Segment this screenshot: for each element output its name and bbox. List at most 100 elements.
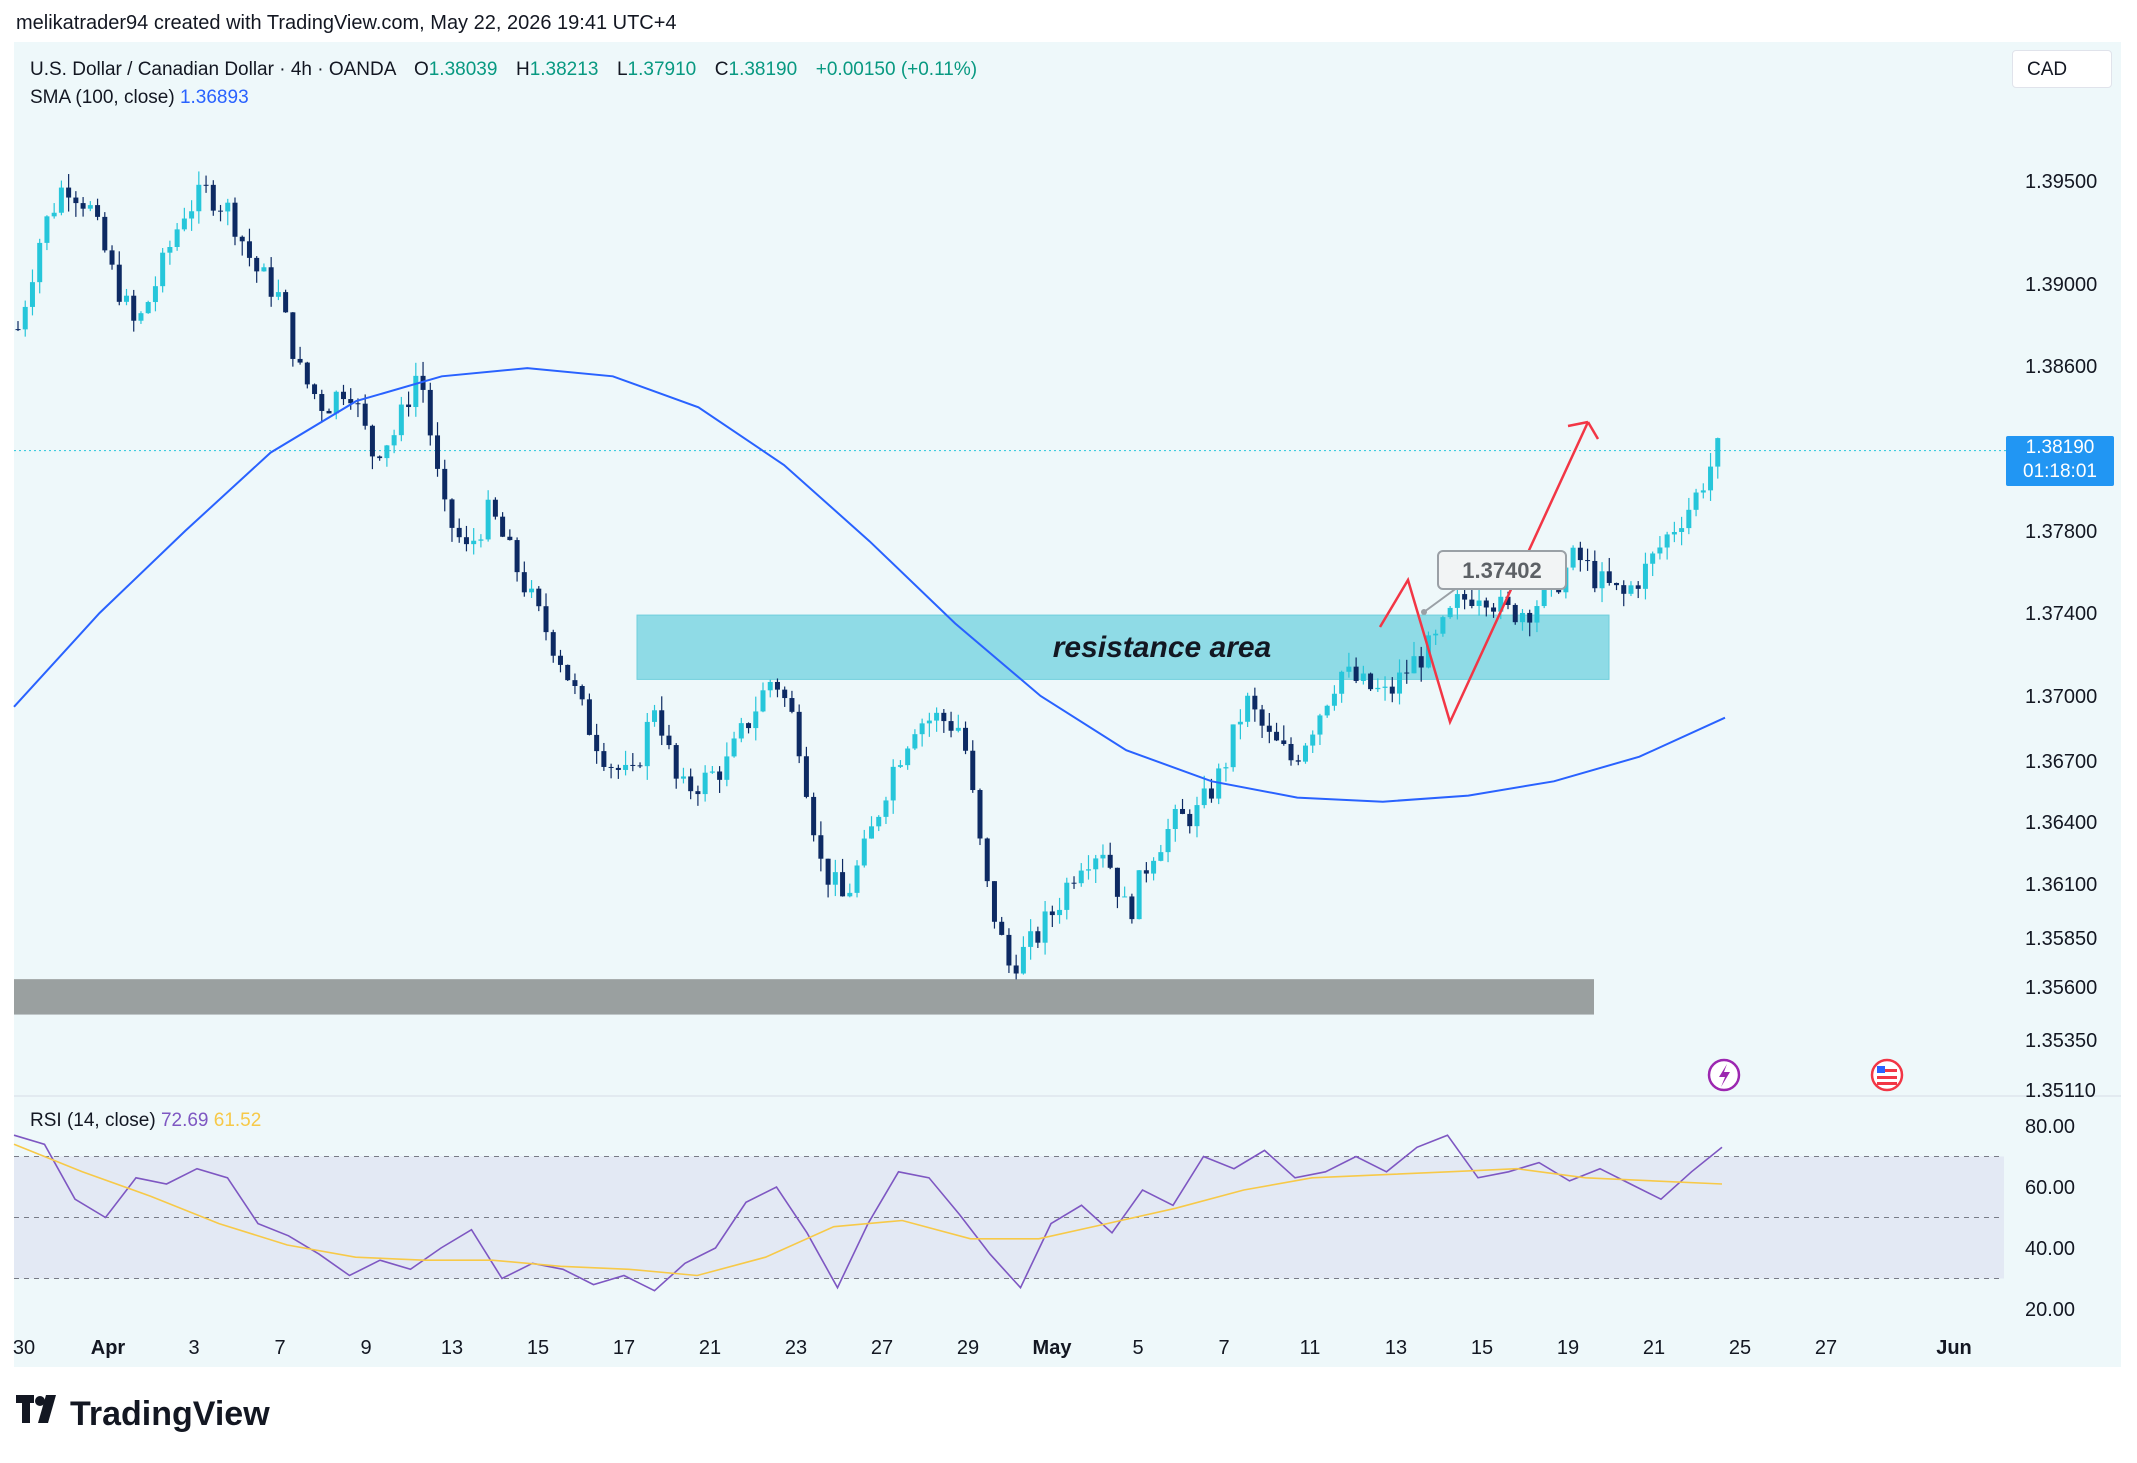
candle-body [1006,934,1012,966]
candle-body [1078,870,1084,884]
candle-body [1201,788,1207,806]
candle-body [1498,596,1504,612]
candle-body [1281,740,1287,744]
candle-body [369,425,375,457]
candle-body [869,826,874,839]
candle-body [1064,882,1070,910]
candle-body [131,295,137,321]
candle-body [326,410,332,414]
price-axis-label: 1.35850 [2025,928,2097,950]
candle-body [644,721,650,767]
candle-body [1310,734,1316,746]
candle-body [1693,492,1699,510]
candle-body [102,216,108,251]
candle-body [1237,721,1243,725]
candle-body [1664,534,1670,548]
candle-body [702,772,708,795]
candle-body [1245,695,1251,722]
candle-body [1585,560,1591,562]
candle-body [1187,813,1193,827]
candle-body [29,282,35,307]
candle-body [572,680,578,686]
candle-body [1274,731,1280,741]
rsi-legend: RSI (14, close) 72.69 61.52 [30,1110,261,1132]
candle-body [637,765,643,767]
candle-body [485,499,491,540]
candle-body [109,250,115,265]
candle-body [138,313,144,321]
brand-name: TradingView [70,1395,270,1433]
candle-body [623,764,629,770]
time-axis-label: 7 [274,1337,285,1359]
candle-body [1129,896,1135,920]
candle-body [442,468,448,500]
candle-body [1324,705,1330,716]
candle-body [1512,604,1518,623]
time-axis-label: 30 [13,1337,35,1359]
candle-body [1440,617,1446,634]
candle-body [1013,965,1019,974]
candle-body [1346,666,1352,672]
candle-body [861,838,867,866]
candle-body [1194,805,1200,827]
candle-body [717,771,723,780]
candle-body [1114,867,1120,897]
low-value: 1.37910 [627,59,697,80]
candle-body [1628,585,1634,594]
candle-body [225,202,231,212]
rsi-value: 72.69 [160,1110,209,1131]
price-axis-label: 1.36700 [2025,751,2097,773]
time-axis-label: 13 [1385,1337,1407,1359]
candle-body [1339,671,1345,694]
candle-body [659,710,665,736]
time-axis-label: 25 [1729,1337,1751,1359]
time-axis-label: 5 [1132,1337,1143,1359]
candle-body [1650,553,1656,564]
resistance-label: resistance area [1053,631,1272,664]
candle-body [673,745,679,779]
time-axis-label: 23 [785,1337,807,1359]
candle-body [391,435,397,446]
candle-body [1411,656,1417,674]
candle-body [210,184,216,211]
candle-body [1049,911,1055,916]
candle-body [905,748,911,766]
candle-body [789,698,795,712]
candle-body [340,391,346,400]
candle-body [731,738,737,757]
candle-body [1642,563,1648,589]
candle-body [167,246,173,253]
candle-body [1085,869,1091,871]
sma-line [13,367,1726,803]
candle-body [1057,909,1063,916]
candle-body [51,212,57,217]
candle-body [456,527,462,538]
candle-body [1469,599,1475,606]
candle-body [427,389,433,436]
time-axis-label: 7 [1218,1337,1229,1359]
candle-body [123,295,129,302]
candle-body [73,197,79,204]
time-axis-label: 27 [871,1337,893,1359]
candle-body [66,187,72,198]
candle-body [796,711,802,757]
time-axis-label: 3 [188,1337,199,1359]
resistance-zone [636,614,1610,680]
candle-body [1028,931,1034,947]
us-flag-event-icon [1870,1058,1904,1092]
price-axis-label: 1.38600 [2025,356,2097,378]
candle-body [268,267,274,297]
flag-stripe [1877,1069,1897,1072]
currency-button[interactable]: CAD [2012,50,2112,88]
time-axis-label: 19 [1557,1337,1579,1359]
current-price: 1.38190 [2025,437,2095,458]
symbol-name: U.S. Dollar / Canadian Dollar · 4h · OAN… [30,59,396,80]
candle-body [377,456,383,459]
candle-body [1686,509,1692,529]
candle-body [1143,870,1149,874]
chart-panel[interactable] [14,42,2121,1367]
candle-body [1259,709,1265,726]
candle-body [384,445,390,459]
candle-body [1122,896,1128,898]
